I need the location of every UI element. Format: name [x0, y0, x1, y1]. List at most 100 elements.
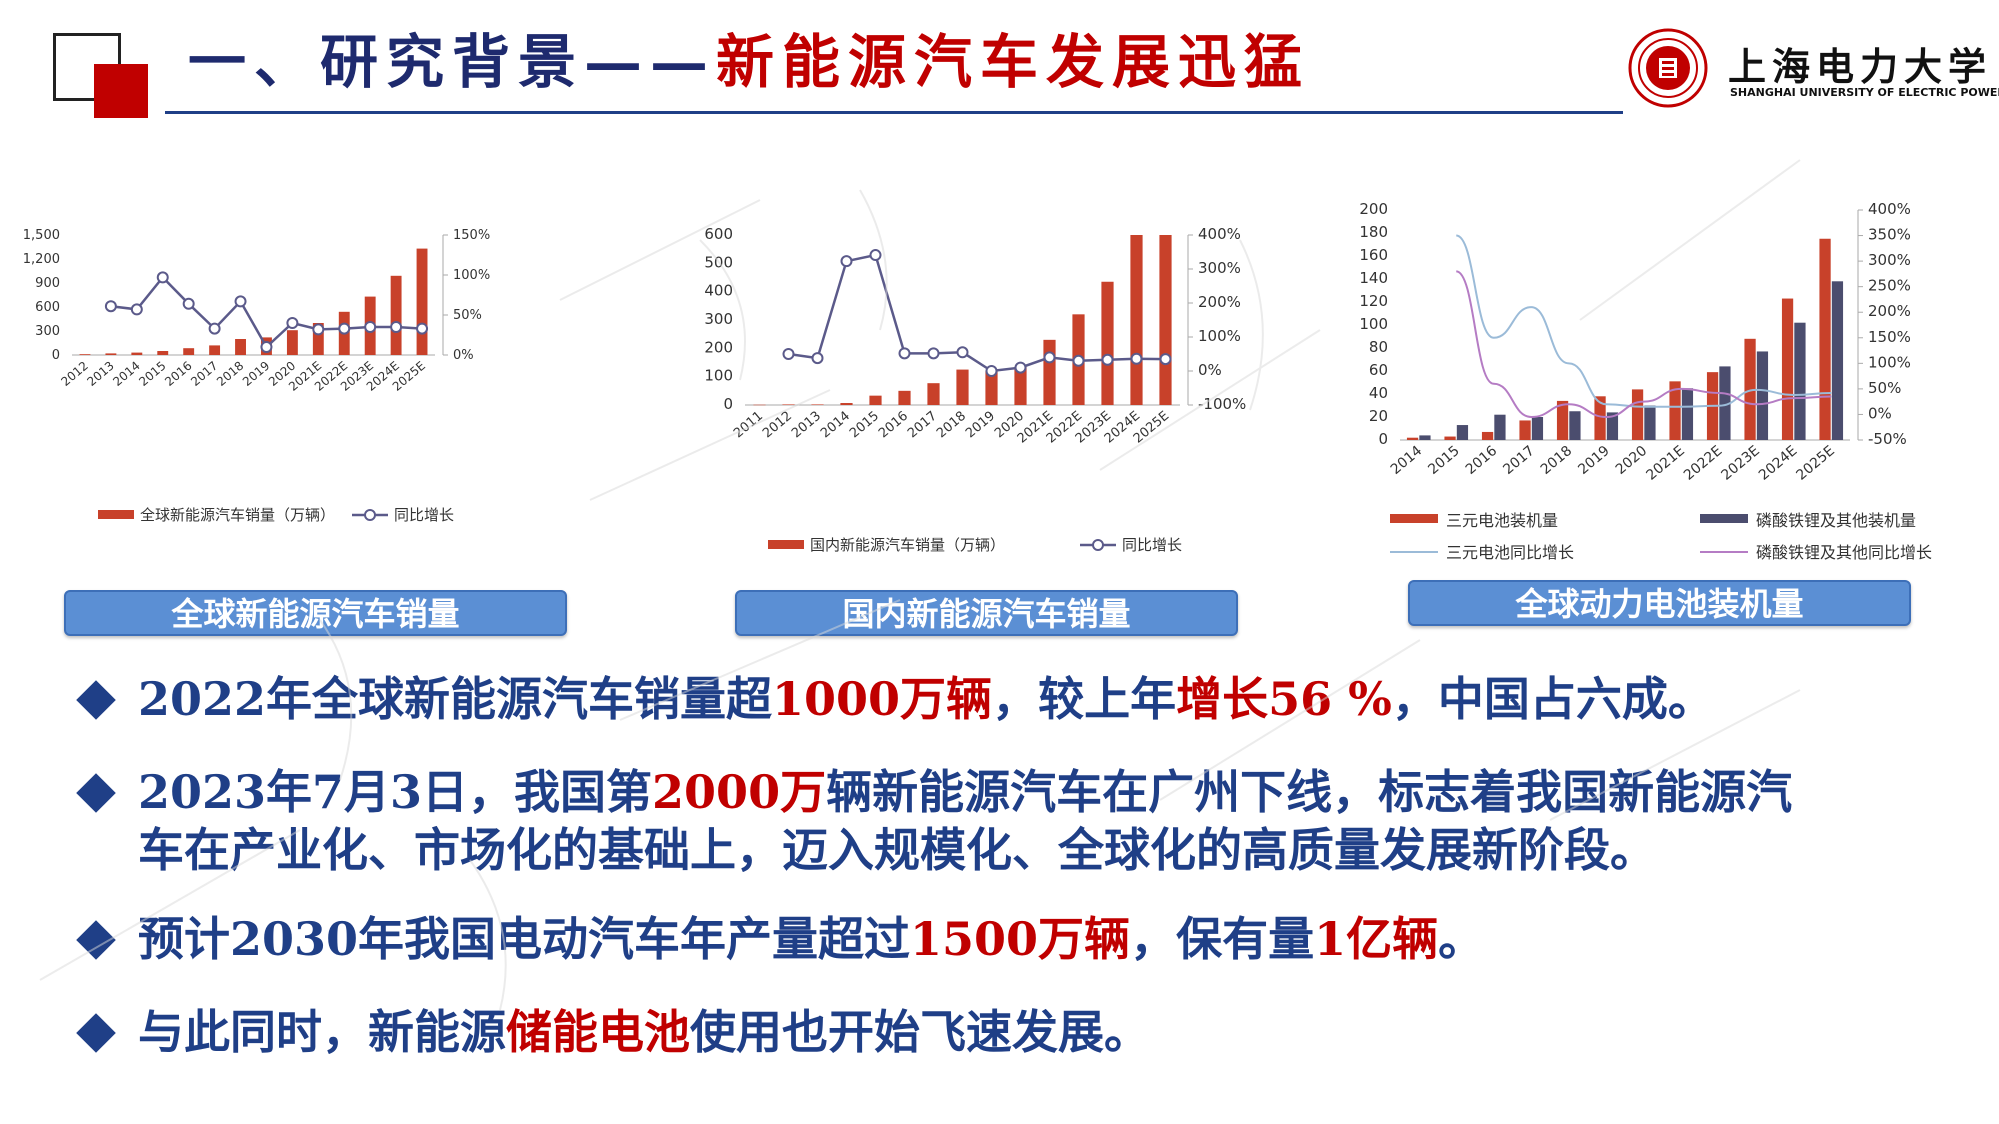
line-point: [927, 347, 940, 360]
left-tick-label: 160: [1359, 246, 1388, 264]
bullet-item: 2022年全球新能源汽车销量超1000万辆，较上年增长56 %，中国占六成。: [74, 670, 1714, 728]
category-label: 2024E: [1756, 443, 1800, 484]
diamond-bullet-icon: [76, 680, 116, 720]
university-logo: 上海电力大学 SHANGHAI UNIVERSITY OF ELECTRIC P…: [1628, 28, 1999, 108]
category-label: 2019: [963, 409, 998, 442]
legend-label: 三元电池同比增长: [1446, 543, 1574, 562]
line-point: [104, 300, 117, 313]
category-label: 2012: [58, 359, 90, 389]
university-name-cn: 上海电力大学: [1728, 44, 1993, 89]
bar: [1781, 298, 1794, 440]
caption-battery: 全球动力电池装机量: [1408, 580, 1911, 626]
highlight-text: 储能电池: [506, 1005, 690, 1059]
line-point: [1159, 353, 1172, 366]
chart-global-sales: 0 300 600 900 1,200 1,500 0% 50% 100% 150% 2012 201…: [20, 215, 620, 560]
diamond-bullet-icon: [76, 920, 116, 960]
bar: [235, 339, 246, 355]
bullet-item: 与此同时，新能源储能电池使用也开始飞速发展。: [74, 1003, 1150, 1061]
left-tick-label: 0: [723, 395, 733, 413]
bar: [416, 248, 428, 355]
bar: [1456, 425, 1469, 440]
left-tick-label: 120: [1359, 292, 1388, 310]
category-label: 2022E: [1681, 443, 1725, 484]
left-tick-label: 0: [1378, 430, 1388, 448]
legend-label: 同比增长: [1122, 536, 1182, 554]
bullet-continuation: 车在产业化、市场化的基础上，迈入规模化、全球化的高质量发展新阶段。: [138, 823, 1656, 877]
right-tick-label: 400%: [1198, 225, 1241, 243]
left-tick-label: 1,200: [23, 252, 60, 267]
right-tick-label: 0%: [1868, 404, 1892, 422]
legend-swatch: [768, 540, 804, 549]
right-tick-label: 150%: [1868, 328, 1911, 346]
bar: [1831, 281, 1844, 440]
chart-battery-svg: 0 20 40 60 80 100 120 140 160 180 200 -50% 0% 50% 100%…: [1359, 200, 1932, 562]
bullet-text: 与此同时，新能源: [138, 1005, 506, 1059]
bullet-text: 2022年全球新能源汽车销量超: [138, 672, 773, 726]
category-label: 2019: [240, 359, 272, 389]
line-point: [869, 249, 882, 262]
bar: [157, 351, 169, 355]
bar: [1419, 435, 1431, 440]
category-label: 2025E: [1793, 443, 1837, 484]
category-label: 2014: [818, 409, 853, 442]
bar: [1644, 405, 1656, 440]
left-tick-label: 140: [1359, 269, 1388, 287]
bar: [1819, 238, 1831, 440]
line-point: [985, 365, 998, 377]
bar: [1519, 420, 1531, 440]
legend-label: 三元电池装机量: [1446, 511, 1558, 530]
bullet-text: ，中国占六成。: [1391, 672, 1714, 726]
category-label: 2021E: [1643, 443, 1687, 484]
line-point: [1043, 351, 1056, 364]
bar: [1481, 431, 1494, 440]
right-tick-label: 0%: [453, 348, 474, 363]
category-label: 2014: [110, 359, 142, 389]
chart-domestic-sales: 0 100 200 300 400 500 600 -100% 0% 100% 200% 300% 40…: [690, 215, 1290, 560]
title-part-2: 新能源汽车发展迅猛: [716, 28, 1311, 96]
category-label: 2018: [214, 359, 246, 389]
line-point: [956, 346, 969, 359]
title-part-1: 一、研究背景——: [188, 28, 717, 96]
bar: [183, 348, 195, 355]
legend-swatch: [1700, 514, 1748, 523]
category-label: 2016: [162, 359, 194, 389]
bar: [753, 404, 766, 406]
line-point: [208, 322, 221, 335]
bar: [1444, 436, 1456, 440]
right-tick-label: 300%: [1868, 251, 1911, 269]
bar: [1101, 281, 1114, 405]
category-label: 2013: [789, 409, 824, 442]
bar: [1756, 351, 1769, 440]
category-label: 2015: [1425, 443, 1463, 478]
line-point: [260, 341, 273, 353]
chart-battery-installed: 0 20 40 60 80 100 120 140 160 180 200 -50% 0% 50% 100%…: [1350, 195, 1980, 570]
corner-square-red: [94, 64, 148, 118]
series-line: [1455, 270, 1832, 419]
chart-global-svg: 03006009001,2001,5000%50%100%150%2012201…: [23, 228, 490, 524]
legend-swatch: [1390, 514, 1438, 523]
category-label: 2017: [905, 409, 940, 442]
chart-domestic-svg: 0 100 200 300 400 500 600 -100% 0% 100% 200% 300% 40…: [704, 225, 1246, 554]
category-label: 2015: [847, 409, 882, 442]
left-tick-label: 100: [704, 367, 733, 385]
right-tick-label: 200%: [1868, 302, 1911, 320]
bar: [79, 354, 91, 355]
bullet-text: 预计2030年我国电动汽车年产量超过: [138, 912, 911, 966]
caption-domestic-sales: 国内新能源汽车销量: [735, 590, 1238, 636]
left-tick-label: 400: [704, 282, 733, 300]
legend-swatch-point: [364, 509, 376, 521]
category-label: 2016: [876, 409, 911, 442]
right-tick-label: 150%: [453, 228, 490, 243]
right-tick-label: 50%: [1868, 379, 1901, 397]
university-seal-icon: [1628, 28, 1708, 108]
bar: [898, 390, 911, 405]
line-point: [416, 322, 429, 335]
right-tick-label: -50%: [1868, 430, 1907, 448]
legend-label: 同比增长: [394, 506, 454, 524]
category-label: 2018: [1538, 443, 1576, 478]
bar: [1130, 235, 1143, 405]
highlight-text: 2000万: [652, 765, 827, 819]
legend-swatch-point: [1092, 539, 1104, 551]
bullet-text: 2023年7月3日，我国第: [138, 765, 653, 819]
university-name-en: SHANGHAI UNIVERSITY OF ELECTRIC POWER: [1730, 86, 1999, 99]
